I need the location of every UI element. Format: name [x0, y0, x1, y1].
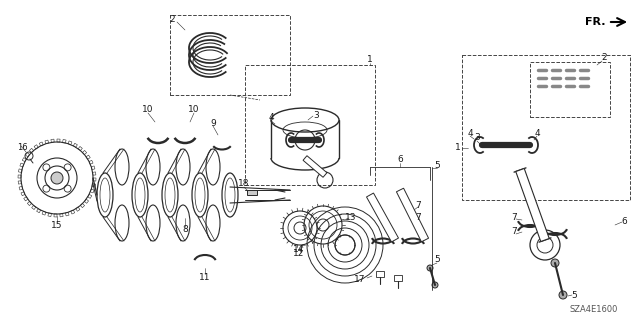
- Circle shape: [559, 291, 567, 299]
- Text: 4: 4: [467, 129, 473, 137]
- Polygon shape: [516, 168, 549, 241]
- Text: 10: 10: [142, 106, 154, 115]
- Text: 13: 13: [345, 212, 356, 221]
- Text: 7: 7: [415, 201, 421, 210]
- Text: 5: 5: [434, 256, 440, 264]
- Polygon shape: [367, 193, 399, 242]
- Text: 2: 2: [601, 54, 607, 63]
- Text: SZA4E1600: SZA4E1600: [570, 306, 618, 315]
- Text: 4: 4: [268, 114, 274, 122]
- Bar: [530, 62, 610, 117]
- Text: 3: 3: [313, 110, 319, 120]
- Circle shape: [427, 265, 433, 271]
- Text: 14: 14: [293, 246, 305, 255]
- Text: 6: 6: [621, 218, 627, 226]
- Bar: [394, 275, 402, 281]
- Text: FR.: FR.: [584, 17, 605, 27]
- Text: 16: 16: [17, 144, 28, 152]
- Text: 12: 12: [293, 249, 305, 258]
- Polygon shape: [303, 156, 327, 177]
- Ellipse shape: [192, 173, 208, 217]
- Text: 1: 1: [455, 144, 461, 152]
- Text: 8: 8: [182, 226, 188, 234]
- Text: 17: 17: [355, 276, 365, 285]
- Bar: [170, 15, 290, 95]
- Ellipse shape: [132, 173, 148, 217]
- Bar: [376, 271, 384, 277]
- Text: 7: 7: [415, 213, 421, 222]
- Text: 4: 4: [534, 129, 540, 137]
- Text: 9: 9: [210, 118, 216, 128]
- Text: 18: 18: [238, 180, 250, 189]
- Text: 6: 6: [397, 155, 403, 165]
- Text: 7: 7: [511, 227, 517, 236]
- Text: 11: 11: [199, 272, 211, 281]
- Polygon shape: [396, 188, 429, 242]
- Text: 5: 5: [571, 291, 577, 300]
- Bar: [247, 190, 257, 195]
- Ellipse shape: [162, 173, 178, 217]
- Text: 1: 1: [367, 56, 373, 64]
- Ellipse shape: [222, 173, 238, 217]
- Circle shape: [432, 282, 438, 288]
- Circle shape: [551, 259, 559, 267]
- Bar: [245, 65, 375, 185]
- Text: 5: 5: [434, 160, 440, 169]
- Text: 2: 2: [169, 14, 175, 24]
- Circle shape: [51, 172, 63, 184]
- Ellipse shape: [97, 173, 113, 217]
- Text: 7: 7: [511, 212, 517, 221]
- Text: 3: 3: [474, 133, 480, 143]
- Text: 10: 10: [188, 106, 200, 115]
- Text: 15: 15: [51, 220, 63, 229]
